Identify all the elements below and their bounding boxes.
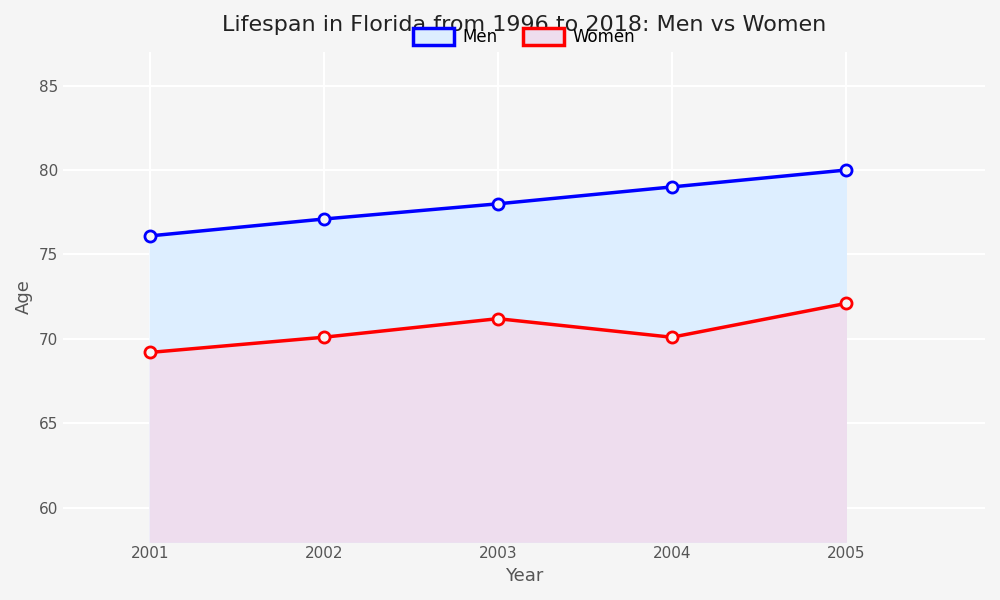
Legend: Men, Women: Men, Women — [406, 21, 642, 52]
Y-axis label: Age: Age — [15, 279, 33, 314]
X-axis label: Year: Year — [505, 567, 543, 585]
Title: Lifespan in Florida from 1996 to 2018: Men vs Women: Lifespan in Florida from 1996 to 2018: M… — [222, 15, 826, 35]
